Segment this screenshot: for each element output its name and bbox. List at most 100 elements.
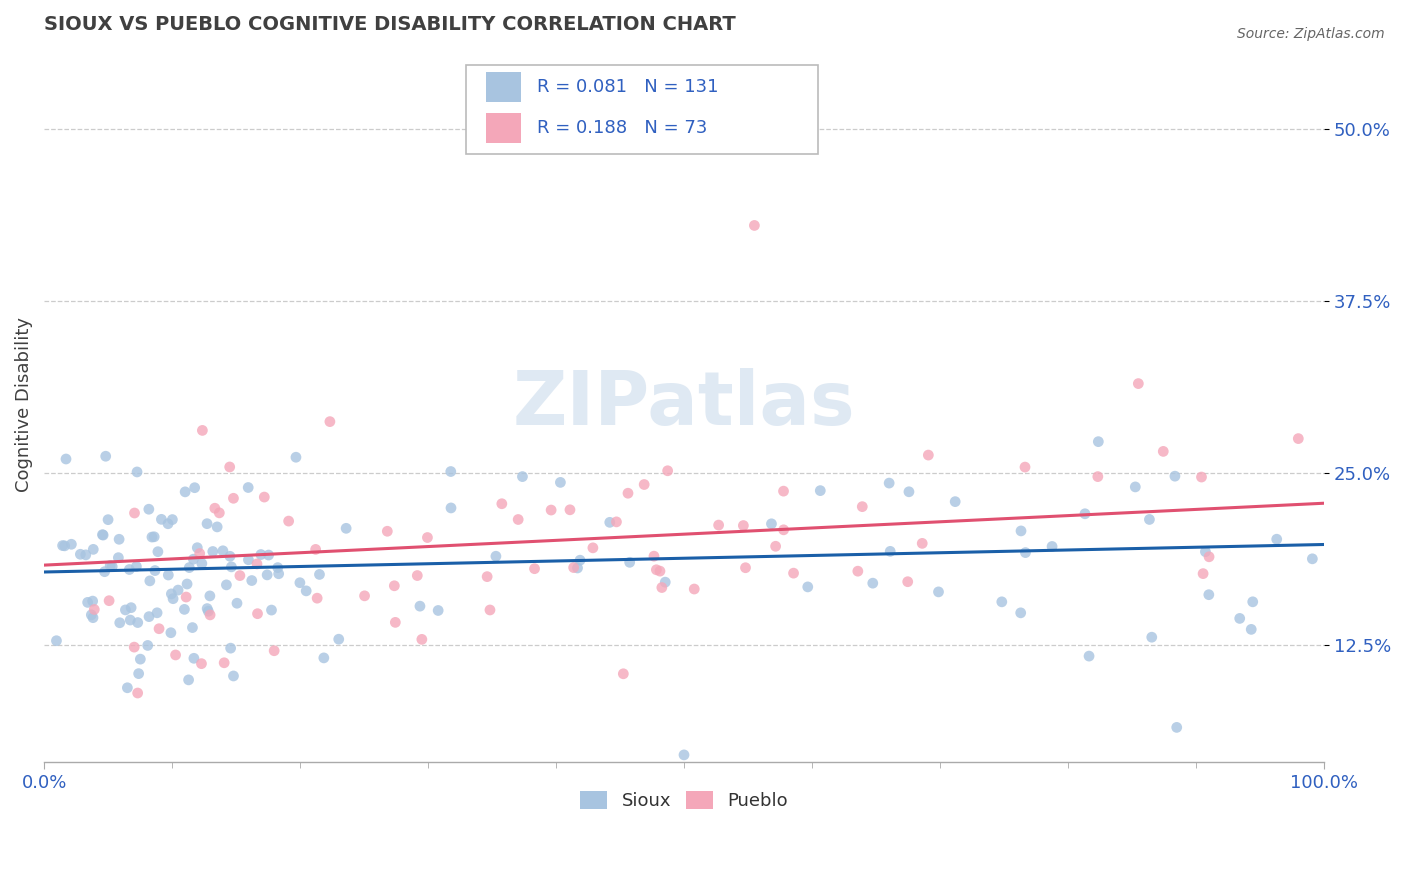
Point — [246, 607, 269, 621]
Point — [612, 666, 634, 681]
Point — [862, 576, 884, 591]
Point — [198, 589, 221, 603]
Point — [328, 632, 350, 647]
Point — [879, 544, 901, 558]
Point — [257, 548, 280, 562]
Point — [160, 625, 183, 640]
Point — [1286, 432, 1309, 446]
Point — [183, 552, 205, 566]
Point — [353, 589, 375, 603]
Point — [267, 566, 290, 581]
Point — [384, 615, 406, 630]
Point — [1265, 533, 1288, 547]
Point — [508, 512, 530, 526]
Point — [128, 666, 150, 681]
Point — [512, 469, 534, 483]
Point — [1123, 480, 1146, 494]
Point — [162, 591, 184, 606]
Point — [1192, 566, 1215, 581]
Point — [108, 533, 131, 547]
Point — [143, 564, 166, 578]
Point — [440, 465, 463, 479]
Point — [246, 557, 269, 571]
Point — [101, 559, 124, 574]
Point — [772, 484, 794, 499]
Point — [183, 481, 205, 495]
Point — [238, 481, 260, 495]
Point — [375, 524, 398, 539]
Point — [567, 561, 589, 575]
Point — [485, 549, 508, 564]
Point — [808, 483, 831, 498]
Point — [304, 542, 326, 557]
Point — [1139, 512, 1161, 526]
Point — [917, 448, 939, 462]
Point — [927, 585, 949, 599]
Point — [221, 560, 243, 574]
Point — [82, 542, 104, 557]
Point — [295, 583, 318, 598]
FancyBboxPatch shape — [467, 64, 818, 154]
Point — [94, 449, 117, 463]
Point — [782, 566, 804, 581]
Point — [82, 594, 104, 608]
Point — [174, 484, 197, 499]
Point — [195, 601, 218, 615]
Point — [45, 633, 67, 648]
Point — [188, 547, 211, 561]
Point — [177, 673, 200, 687]
Point — [1014, 546, 1036, 560]
Point — [162, 512, 184, 526]
Point — [157, 568, 180, 582]
Point — [120, 600, 142, 615]
Point — [222, 669, 245, 683]
Point — [80, 607, 103, 622]
Point — [562, 560, 585, 574]
Point — [877, 476, 900, 491]
Point — [1191, 470, 1213, 484]
Point — [633, 477, 655, 491]
Point — [118, 562, 141, 576]
Point — [256, 567, 278, 582]
Point — [440, 500, 463, 515]
Point — [201, 544, 224, 558]
Point — [550, 475, 572, 490]
Point — [97, 513, 120, 527]
Point — [55, 452, 77, 467]
Point — [991, 595, 1014, 609]
Point — [1164, 469, 1187, 483]
Point — [219, 549, 242, 564]
Point — [406, 568, 429, 582]
Point — [143, 530, 166, 544]
Point — [146, 544, 169, 558]
Point — [212, 543, 235, 558]
Point — [215, 578, 238, 592]
Point — [761, 516, 783, 531]
Point — [263, 644, 285, 658]
Point — [75, 548, 97, 562]
Point — [138, 609, 160, 624]
Point — [260, 603, 283, 617]
Point — [125, 559, 148, 574]
Point — [195, 516, 218, 531]
Point — [1152, 444, 1174, 458]
Point — [335, 521, 357, 535]
Point — [619, 555, 641, 569]
Point — [1198, 588, 1220, 602]
Point — [204, 501, 226, 516]
Point — [136, 639, 159, 653]
Text: R = 0.081   N = 131: R = 0.081 N = 131 — [537, 78, 718, 96]
Point — [744, 219, 766, 233]
Point — [117, 681, 139, 695]
Point — [1198, 549, 1220, 564]
Point — [657, 464, 679, 478]
Point — [1128, 376, 1150, 391]
Point — [125, 465, 148, 479]
Point — [267, 560, 290, 574]
Point — [1010, 524, 1032, 538]
Point — [191, 424, 214, 438]
Point — [129, 652, 152, 666]
Point — [191, 557, 214, 571]
Point — [1229, 611, 1251, 625]
Point — [91, 527, 114, 541]
